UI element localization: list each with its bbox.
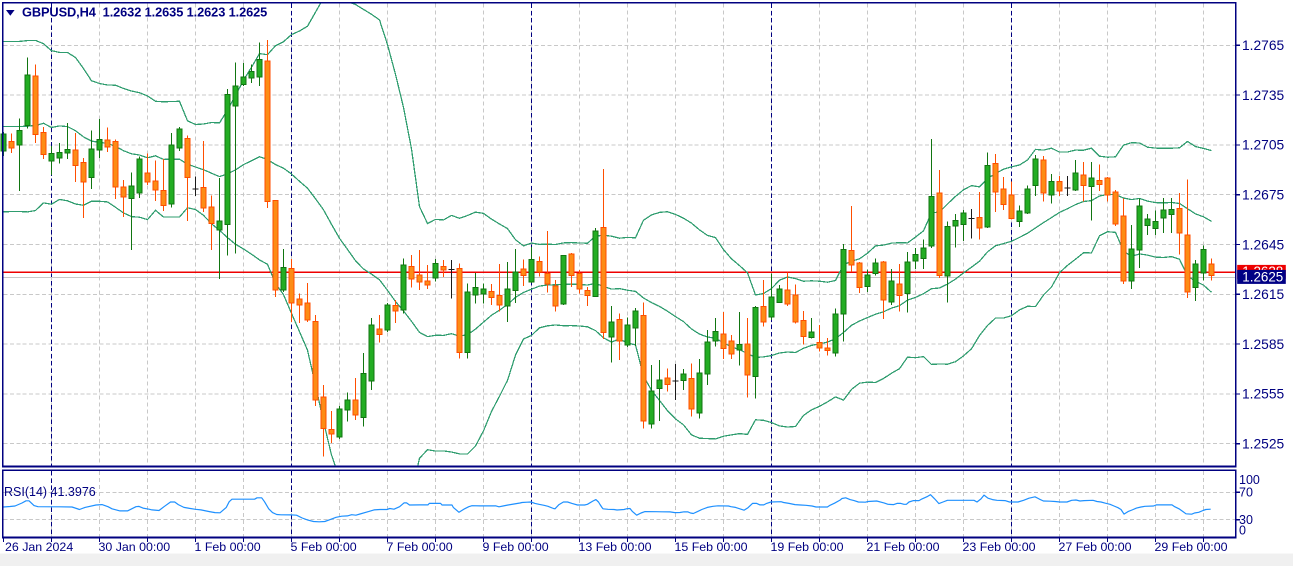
svg-text:1.2765: 1.2765 bbox=[1242, 38, 1285, 53]
svg-text:27 Feb 00:00: 27 Feb 00:00 bbox=[1059, 540, 1132, 554]
svg-text:7 Feb 00:00: 7 Feb 00:00 bbox=[387, 540, 453, 554]
svg-text:13 Feb 00:00: 13 Feb 00:00 bbox=[579, 540, 652, 554]
svg-text:1 Feb 00:00: 1 Feb 00:00 bbox=[195, 540, 261, 554]
svg-text:0: 0 bbox=[1239, 524, 1246, 538]
svg-text:29 Feb 00:00: 29 Feb 00:00 bbox=[1155, 540, 1228, 554]
svg-text:30 Jan 00:00: 30 Jan 00:00 bbox=[99, 540, 171, 554]
svg-text:1.2705: 1.2705 bbox=[1242, 138, 1285, 153]
svg-text:1.2645: 1.2645 bbox=[1242, 237, 1285, 252]
svg-text:19 Feb 00:00: 19 Feb 00:00 bbox=[771, 540, 844, 554]
svg-text:GBPUSD,H4 1.2632 1.2635 1.262: GBPUSD,H4 1.2632 1.2635 1.2623 1.2625 bbox=[22, 5, 267, 20]
svg-text:1.2525: 1.2525 bbox=[1242, 437, 1285, 452]
svg-text:100: 100 bbox=[1239, 473, 1260, 487]
svg-text:1.2555: 1.2555 bbox=[1242, 387, 1285, 402]
svg-text:70: 70 bbox=[1239, 486, 1253, 500]
svg-text:30: 30 bbox=[1239, 513, 1253, 527]
svg-text:26 Jan 2024: 26 Jan 2024 bbox=[5, 540, 73, 554]
svg-text:9 Feb 00:00: 9 Feb 00:00 bbox=[483, 540, 549, 554]
svg-text:21 Feb 00:00: 21 Feb 00:00 bbox=[867, 540, 940, 554]
svg-text:1.2735: 1.2735 bbox=[1242, 88, 1285, 103]
svg-text:RSI(14) 41.3976: RSI(14) 41.3976 bbox=[4, 485, 96, 499]
svg-text:1.2615: 1.2615 bbox=[1242, 287, 1285, 302]
svg-text:1.2625: 1.2625 bbox=[1242, 269, 1283, 284]
svg-text:1.2585: 1.2585 bbox=[1242, 337, 1285, 352]
svg-text:1.2675: 1.2675 bbox=[1242, 188, 1285, 203]
svg-text:5 Feb 00:00: 5 Feb 00:00 bbox=[291, 540, 357, 554]
svg-text:23 Feb 00:00: 23 Feb 00:00 bbox=[963, 540, 1036, 554]
svg-text:15 Feb 00:00: 15 Feb 00:00 bbox=[675, 540, 748, 554]
